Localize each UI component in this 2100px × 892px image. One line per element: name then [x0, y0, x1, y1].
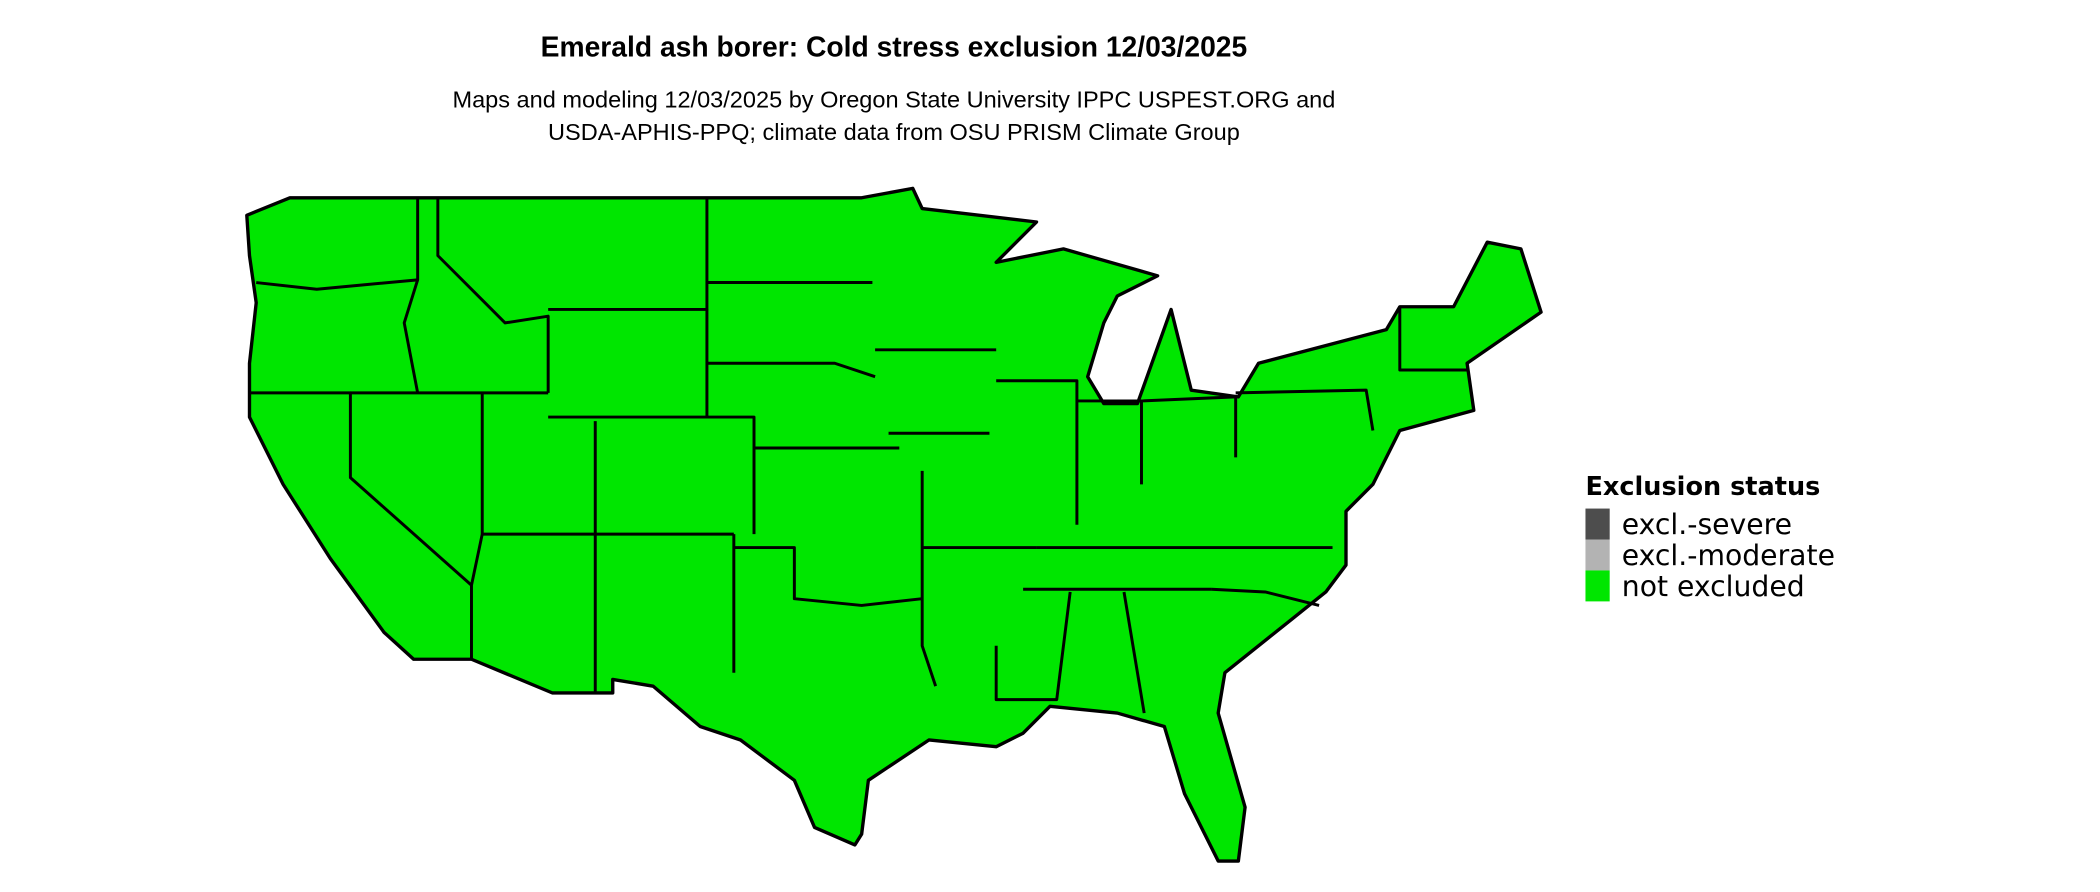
legend-label-severe: excl.-severe [1622, 508, 1792, 541]
legend-swatch-not-excluded [1585, 570, 1610, 602]
us-map [245, 186, 1543, 863]
state-borders [249, 197, 1468, 714]
us-outline [245, 186, 1543, 863]
subtitle-line-1: Maps and modeling 12/03/2025 by Oregon S… [452, 87, 1335, 113]
legend-swatch-severe [1585, 508, 1610, 540]
legend-swatch-moderate [1585, 539, 1610, 571]
legend-title: Exclusion status [1585, 472, 1820, 502]
legend-label-moderate: excl.-moderate [1622, 539, 1835, 572]
map-title: Emerald ash borer: Cold stress exclusion… [541, 31, 1248, 63]
legend: Exclusion status excl.-severe excl.-mode… [1585, 472, 1834, 603]
legend-label-not-excluded: not excluded [1622, 570, 1805, 603]
subtitle-line-2: USDA-APHIS-PPQ; climate data from OSU PR… [548, 119, 1240, 145]
